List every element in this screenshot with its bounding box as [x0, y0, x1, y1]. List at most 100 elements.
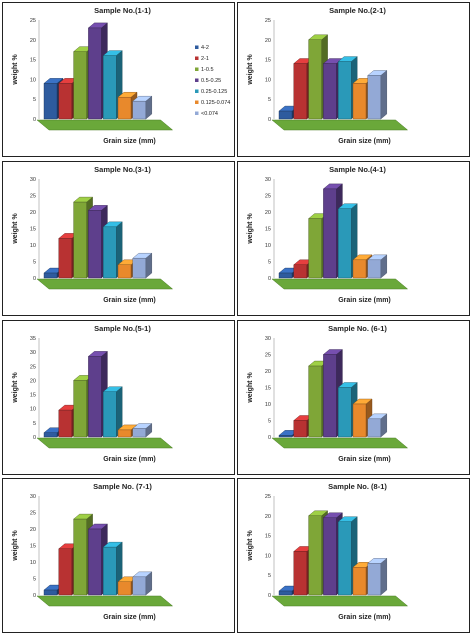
chart-panel: Sample No. (6-1) weight % 0 5 10 15 20 25 30 Grai…	[237, 320, 470, 475]
y-tick-label: 0	[268, 117, 271, 123]
y-tick-label: 20	[265, 369, 271, 375]
x-axis-label: Grain size (mm)	[103, 456, 156, 463]
y-tick-label: 25	[30, 364, 36, 370]
y-axis-label: weight %	[12, 372, 19, 404]
y-tick-label: 10	[265, 553, 271, 559]
y-axis-label: weight %	[247, 372, 254, 404]
bar	[337, 516, 358, 596]
bar	[73, 196, 94, 279]
bar	[132, 95, 153, 120]
y-axis-label: weight %	[12, 54, 19, 86]
chart-panel: Sample No.(4-1) weight % 0 5 10 15 20 25 30 Grain…	[237, 161, 470, 316]
legend-label: 2-1	[201, 56, 209, 62]
bar-chart: Sample No.(3-1) weight % 0 5 10 15 20 25 30 Grain…	[12, 165, 174, 304]
y-tick-label: 25	[265, 194, 271, 200]
x-axis-label: Grain size (mm)	[338, 614, 391, 621]
y-axis-label: weight %	[247, 54, 254, 86]
x-axis-label: Grain size (mm)	[338, 138, 391, 145]
y-tick-label: 10	[30, 77, 36, 83]
y-tick-label: 25	[265, 494, 271, 500]
chart-title: Sample No.(2-1)	[329, 6, 386, 15]
y-tick-label: 25	[30, 511, 36, 517]
y-tick-label: 30	[30, 350, 36, 356]
chart-title: Sample No. (6-1)	[328, 324, 387, 333]
y-tick-label: 10	[30, 407, 36, 413]
bar	[337, 203, 358, 279]
x-axis-label: Grain size (mm)	[338, 456, 391, 463]
chart-panel: Sample No.(2-1) weight % 0 5 10 15 20 25 Grain s…	[237, 2, 470, 157]
bar	[367, 254, 388, 279]
bar-chart: Sample No.(5-1) weight % 0 5 10 15 20 25 30 35 Gra…	[12, 324, 174, 463]
y-tick-label: 5	[268, 260, 271, 266]
legend-label: 4-2	[201, 45, 209, 51]
bar-chart: Sample No.(1-1) weight % 0 5 10 15 20 25 Grain s…	[12, 6, 230, 145]
y-tick-label: 15	[265, 58, 271, 64]
y-tick-label: 0	[33, 117, 36, 123]
y-tick-label: 25	[30, 194, 36, 200]
chart-floor	[36, 595, 174, 607]
y-tick-label: 20	[265, 514, 271, 520]
y-tick-label: 5	[268, 97, 271, 103]
chart-floor	[271, 595, 409, 607]
legend-swatch	[195, 56, 199, 60]
chart-panel: Sample No. (7-1) weight % 0 5 10 15 20 25 30 Grai…	[2, 478, 235, 633]
bar	[367, 70, 388, 120]
chart-floor	[36, 278, 174, 290]
y-tick-label: 35	[30, 336, 36, 342]
bar-chart: Sample No. (6-1) weight % 0 5 10 15 20 25 30 Grai…	[247, 324, 409, 463]
bar	[367, 413, 388, 438]
bar-chart: Sample No.(4-1) weight % 0 5 10 15 20 25 30 Grain…	[247, 165, 409, 304]
y-tick-label: 15	[30, 227, 36, 233]
y-tick-label: 15	[265, 386, 271, 392]
y-tick-label: 0	[268, 435, 271, 441]
y-tick-label: 15	[30, 544, 36, 550]
chart-title: Sample No.(4-1)	[329, 165, 386, 174]
y-tick-label: 15	[30, 58, 36, 64]
y-tick-label: 20	[30, 378, 36, 384]
legend-label: 0.25-0.125	[201, 89, 227, 95]
y-tick-label: 0	[268, 276, 271, 282]
chart-floor	[36, 437, 174, 449]
y-tick-label: 0	[33, 593, 36, 599]
legend-label: <0.074	[201, 111, 218, 117]
y-tick-label: 25	[30, 18, 36, 24]
legend-swatch	[195, 45, 199, 49]
y-tick-label: 0	[268, 593, 271, 599]
x-axis-label: Grain size (mm)	[103, 614, 156, 621]
legend-swatch	[195, 67, 199, 71]
y-tick-label: 25	[265, 353, 271, 359]
chart-legend: 4-2 2-1 1-0.5 0.5-0.25 0.25-0.125 0.125-0.074…	[195, 45, 230, 117]
y-tick-label: 5	[33, 421, 36, 427]
y-axis-label: weight %	[12, 530, 19, 562]
y-tick-label: 30	[30, 494, 36, 500]
chart-panel: Sample No. (8-1) weight % 0 5 10 15 20 25 Grain …	[237, 478, 470, 633]
y-tick-label: 20	[265, 38, 271, 44]
bar-chart: Sample No.(2-1) weight % 0 5 10 15 20 25 Grain s…	[247, 6, 409, 145]
y-tick-label: 10	[30, 560, 36, 566]
chart-floor	[271, 119, 409, 131]
legend-swatch	[195, 78, 199, 82]
chart-title: Sample No. (8-1)	[328, 482, 387, 491]
chart-floor	[271, 437, 409, 449]
x-axis-label: Grain size (mm)	[338, 297, 391, 304]
bar	[132, 571, 153, 596]
bar	[102, 50, 123, 120]
y-tick-label: 10	[265, 243, 271, 249]
y-tick-label: 15	[265, 534, 271, 540]
y-axis-label: weight %	[247, 530, 254, 562]
y-tick-label: 30	[265, 177, 271, 183]
legend-label: 0.5-0.25	[201, 78, 221, 84]
y-tick-label: 20	[30, 38, 36, 44]
legend-label: 1-0.5	[201, 67, 214, 73]
chart-title: Sample No.(5-1)	[94, 324, 151, 333]
y-tick-label: 10	[265, 77, 271, 83]
y-tick-label: 5	[33, 577, 36, 583]
legend-swatch	[195, 111, 199, 115]
bar	[73, 46, 94, 120]
chart-panel: Sample No.(3-1) weight % 0 5 10 15 20 25 30 Grain…	[2, 161, 235, 316]
y-tick-label: 5	[268, 419, 271, 425]
x-axis-label: Grain size (mm)	[103, 297, 156, 304]
legend-label: 0.125-0.074	[201, 100, 230, 106]
y-axis-label: weight %	[247, 213, 254, 245]
